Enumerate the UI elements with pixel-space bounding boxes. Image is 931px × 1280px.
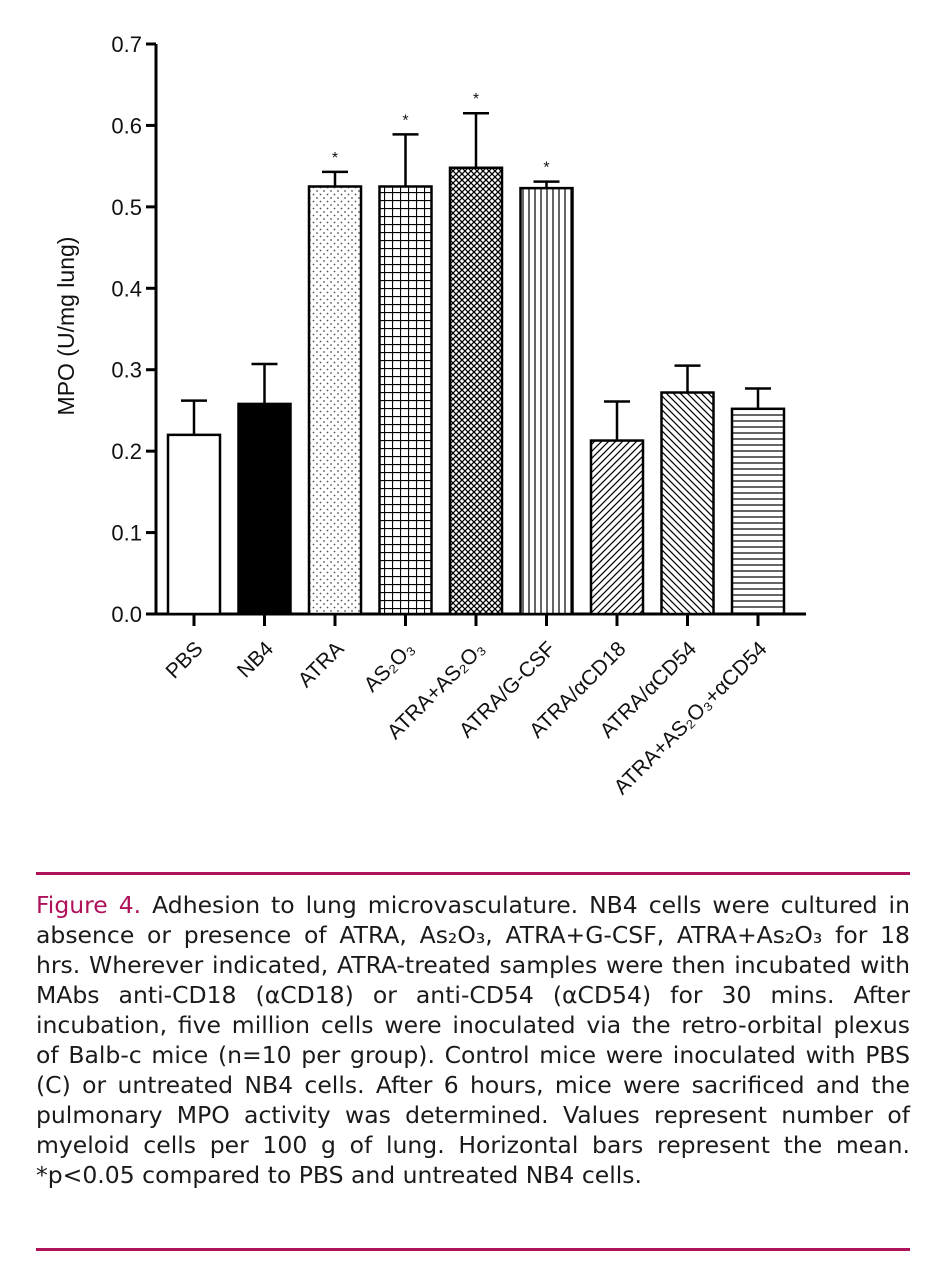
- bar: [378, 185, 433, 616]
- category-label: ATRA: [294, 637, 349, 692]
- y-tick-label: 0.6: [111, 113, 142, 138]
- significance-marker: *: [332, 150, 338, 167]
- bar: [237, 402, 292, 616]
- y-tick-label: 0.4: [111, 276, 142, 301]
- category-label: PBS: [162, 637, 208, 683]
- y-axis-label: MPO (U/mg lung): [53, 237, 79, 416]
- y-tick-label: 0.3: [111, 358, 142, 383]
- y-tick-label: 0.1: [111, 521, 142, 546]
- chart-area: 0.0 0.1 0.2 0.3 0.4 0.5 0.6 0.7 * * * * PBS NB4 ATRA…: [53, 32, 806, 799]
- figure-caption: Figure 4. Adhesion to lung microvasculat…: [36, 890, 910, 1190]
- significance-marker: *: [402, 112, 408, 129]
- bar: [307, 185, 363, 616]
- significance-marker: *: [473, 91, 479, 108]
- bar: [730, 407, 786, 616]
- bar: [519, 186, 574, 616]
- bar: [660, 391, 715, 616]
- caption-body: Adhesion to lung microvasculature. NB4 c…: [36, 891, 910, 1189]
- y-tick-label: 0.5: [111, 195, 142, 220]
- bar-chart: 0.0 0.1 0.2 0.3 0.4 0.5 0.6 0.7 * * * * PBS NB4 ATRA…: [53, 32, 806, 799]
- bar: [589, 439, 645, 616]
- y-tick-label: 0.7: [111, 32, 142, 57]
- y-tick-label: 0.0: [111, 602, 142, 627]
- caption-bottom-rule: [36, 1248, 910, 1251]
- bar: [166, 433, 222, 616]
- caption-label: Figure 4.: [36, 891, 142, 919]
- caption-top-rule: [36, 872, 910, 875]
- category-label: NB4: [233, 637, 278, 682]
- y-tick-label: 0.2: [111, 439, 142, 464]
- bar: [448, 166, 504, 616]
- bars: * * * *: [166, 91, 786, 616]
- category-labels: PBS NB4 ATRA AS₂O₃ATRA+AS₂O₃ATRA/G-CSFATRA/…: [162, 637, 772, 799]
- category-label: AS₂O₃: [360, 637, 419, 696]
- significance-marker: *: [543, 160, 549, 177]
